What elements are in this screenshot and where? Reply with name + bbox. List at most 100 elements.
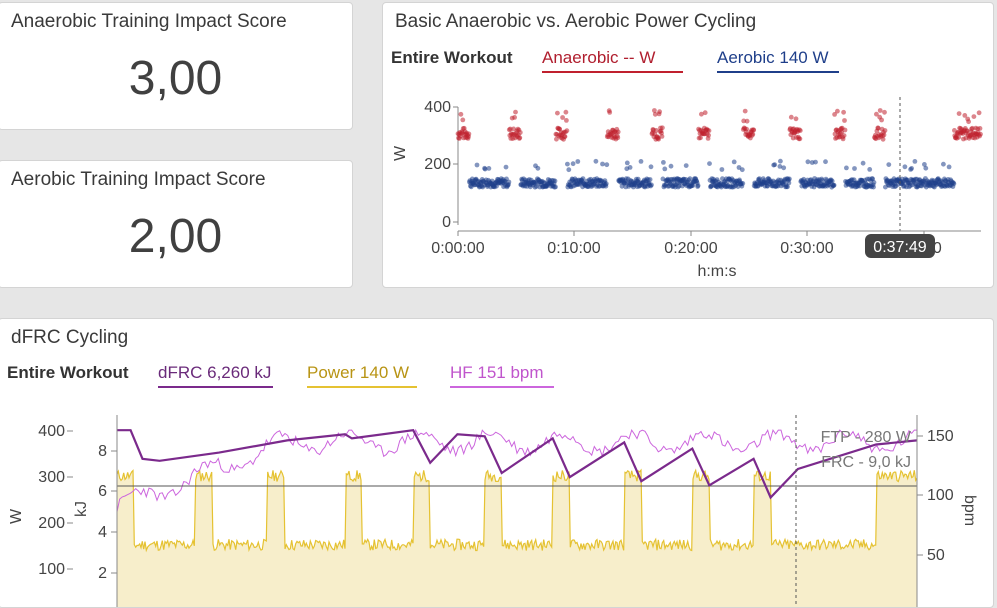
anaerobic-point: [797, 128, 803, 133]
anaerobic-point: [977, 126, 983, 131]
anaerobic-point: [744, 126, 749, 132]
power-area: [116, 468, 918, 607]
power-chart-card: Basic Anaerobic vs. Aerobic Power Cyclin…: [382, 2, 994, 288]
anaerobic-point: [793, 116, 799, 122]
aerobic-point: [647, 177, 653, 182]
anaerobic-point: [877, 108, 883, 113]
aerobic-point: [909, 166, 914, 171]
legend-hf[interactable]: HF 151 bpm: [450, 363, 554, 388]
aerobic-point: [813, 159, 818, 165]
anaerobic-point: [964, 128, 970, 134]
anaerobic-point: [788, 114, 794, 120]
aerobic-point: [786, 180, 792, 186]
aerobic-point: [662, 166, 668, 172]
legend-power[interactable]: Power 140 W: [307, 363, 417, 388]
legend-aerobic[interactable]: Aerobic 140 W: [717, 48, 839, 73]
anaerobic-point: [659, 134, 665, 139]
anaerobic-point: [842, 118, 847, 123]
power-line: [116, 468, 918, 553]
anaerobic-point: [562, 134, 568, 139]
anaerobic-point: [880, 136, 886, 142]
anaerobic-point: [956, 134, 962, 140]
power-cursor-time: 0:37:49: [873, 239, 926, 256]
anaerobic-point: [956, 111, 962, 116]
anaerobic-point: [702, 110, 708, 116]
power-axis-label: W: [8, 508, 25, 524]
anaerobic-point: [706, 132, 711, 138]
anaerobic-point: [841, 133, 847, 138]
anaerobic-point: [512, 115, 517, 120]
anaerobic-point: [564, 118, 569, 123]
dfrc-range-label[interactable]: Entire Workout: [7, 363, 129, 382]
anaerobic-point: [976, 110, 982, 116]
power-scatter-points: [455, 108, 983, 190]
anaerobic-point: [607, 110, 613, 115]
aerobic-point: [805, 159, 811, 165]
power-chart-title: Basic Anaerobic vs. Aerobic Power Cyclin…: [395, 11, 757, 32]
aerobic-score-title: Aerobic Training Impact Score: [11, 169, 266, 190]
anaerobic-point: [797, 136, 803, 142]
anaerobic-point: [966, 119, 971, 125]
ftp-label: FTP - 280 W: [821, 429, 912, 446]
power-y-tick-0: 0: [442, 214, 451, 231]
anaerobic-point: [513, 109, 518, 115]
aerobic-point: [823, 159, 828, 165]
aerobic-point: [575, 159, 581, 164]
anaerobic-point: [978, 131, 983, 137]
power-x-tick-10: 0:10:00: [547, 240, 600, 257]
hf-line: [116, 428, 917, 512]
aerobic-point: [923, 165, 929, 171]
anaerobic-point: [744, 118, 750, 124]
aerobic-point: [785, 184, 790, 190]
aerobic-point: [831, 182, 837, 188]
aerobic-point: [687, 176, 693, 182]
aerobic-point: [668, 163, 674, 169]
aerobic-point: [707, 161, 712, 166]
aerobic-point: [844, 165, 849, 171]
anaerobic-point: [879, 117, 884, 123]
anaerobic-point: [615, 129, 621, 135]
power-y-axis: 400 200 0 W: [392, 99, 459, 231]
anaerobic-score-card: Anaerobic Training Impact Score 3,00: [0, 2, 353, 130]
anaerobic-point: [832, 112, 837, 117]
power-y-tick-200: 200: [424, 156, 451, 173]
aerobic-point: [819, 178, 825, 183]
dfrc-line: [117, 429, 918, 500]
aerobic-point: [535, 165, 541, 171]
power-chart-legend: Entire Workout Anaerobic -- W Aerobic 14…: [383, 48, 993, 74]
power-scatter-plot[interactable]: 400 200 0 W 0:00:00 0:10:00 0:20:00 0:30…: [383, 79, 994, 288]
aerobic-point: [603, 181, 609, 187]
legend-anaerobic[interactable]: Anaerobic -- W: [542, 48, 683, 73]
aerobic-point: [757, 176, 762, 182]
power-fill: [117, 470, 917, 607]
power-axis-tick-300: 300: [38, 469, 65, 486]
legend-dfrc[interactable]: dFRC 6,260 kJ: [158, 363, 273, 388]
power-y-label: W: [392, 145, 409, 161]
power-x-axis: 0:00:00 0:10:00 0:20:00 0:30:00 00 h:m:s: [431, 230, 981, 280]
anaerobic-point: [750, 131, 756, 137]
aerobic-point: [871, 180, 877, 185]
anaerobic-point: [882, 109, 887, 115]
aerobic-point: [731, 159, 737, 165]
power-axis-tick-400: 400: [38, 423, 65, 440]
aerobic-point: [649, 182, 654, 188]
aerobic-point: [553, 184, 558, 190]
aerobic-point: [600, 161, 605, 167]
bpm-right-axis: 150 100 50 bpm: [916, 415, 978, 607]
anaerobic-point: [517, 135, 523, 141]
dfrc-plot[interactable]: FTP - 280 W FRC - 9,0 kJ 400 300 200 100…: [0, 399, 994, 608]
aerobic-point: [871, 184, 876, 190]
aerobic-point: [867, 167, 873, 172]
anaerobic-point: [962, 113, 968, 118]
power-range-label[interactable]: Entire Workout: [391, 48, 513, 67]
anaerobic-point: [875, 125, 881, 131]
dfrc-chart-title: dFRC Cycling: [11, 327, 129, 348]
anaerobic-point: [882, 128, 888, 133]
aerobic-point: [781, 165, 787, 171]
anaerobic-point: [563, 109, 569, 115]
anaerobic-point: [698, 135, 703, 141]
anaerobic-point: [706, 128, 712, 134]
aerobic-point: [683, 163, 689, 168]
aerobic-point: [624, 160, 630, 166]
anaerobic-point: [554, 136, 559, 142]
